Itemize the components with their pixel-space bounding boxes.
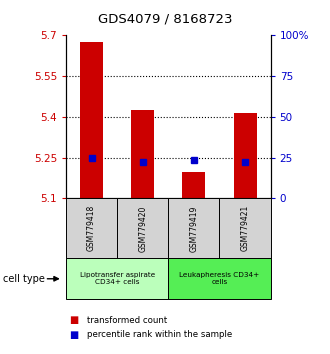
Text: GDS4079 / 8168723: GDS4079 / 8168723 [98, 13, 232, 26]
Bar [131, 110, 154, 198]
Text: GSM779419: GSM779419 [189, 205, 198, 252]
Text: GSM779420: GSM779420 [138, 205, 147, 252]
Text: Lipotransfer aspirate
CD34+ cells: Lipotransfer aspirate CD34+ cells [80, 272, 155, 285]
Text: GSM779418: GSM779418 [87, 205, 96, 251]
Text: transformed count: transformed count [87, 316, 168, 325]
Text: percentile rank within the sample: percentile rank within the sample [87, 330, 233, 339]
Text: cell type: cell type [3, 274, 45, 284]
Text: ■: ■ [69, 315, 79, 325]
Text: Leukapheresis CD34+
cells: Leukapheresis CD34+ cells [179, 272, 260, 285]
Text: GSM779421: GSM779421 [241, 205, 249, 251]
Text: ■: ■ [69, 330, 79, 339]
Bar [80, 42, 103, 198]
Bar [182, 172, 205, 198]
Bar [234, 113, 256, 198]
